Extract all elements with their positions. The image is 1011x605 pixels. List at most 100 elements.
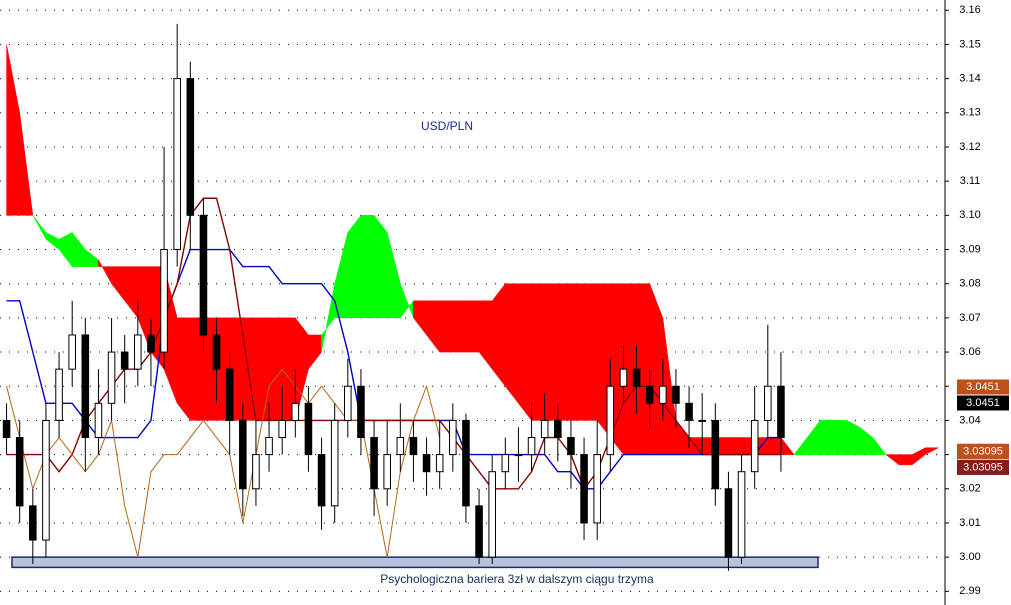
candle-body	[750, 419, 759, 473]
candle-body	[501, 454, 510, 473]
candle-body	[199, 214, 208, 336]
y-tick-label: 3.12	[959, 141, 980, 153]
cloud-segment	[491, 282, 506, 387]
price-label-box	[957, 443, 1009, 459]
price-label: 3.0451	[966, 381, 1000, 393]
candle-body	[68, 334, 76, 370]
y-tick-label: 3.10	[959, 209, 980, 221]
candle-body	[29, 505, 37, 541]
candle-body	[422, 454, 431, 473]
cloud-segment	[557, 283, 572, 421]
candle-body	[225, 368, 234, 421]
y-axis: 2.993.003.013.023.033.043.053.063.073.08…	[945, 4, 1009, 597]
cloud-segment	[176, 317, 191, 422]
candle-body	[344, 385, 352, 421]
cloud-segment	[255, 317, 270, 421]
candle-body	[540, 419, 549, 439]
cloud-segment	[544, 283, 559, 421]
cloud-segment	[820, 420, 834, 455]
y-tick-label: 3.11	[960, 175, 981, 187]
candle-body	[186, 78, 195, 216]
candle-body	[435, 454, 444, 473]
cloud-segment	[531, 283, 545, 421]
chart-title: USD/PLN	[421, 119, 473, 133]
candle-body	[659, 385, 667, 404]
price-label: 3.0451	[966, 397, 1000, 409]
candle-body	[42, 419, 50, 541]
price-label-box	[957, 379, 1009, 395]
y-tick-label: 3.15	[959, 38, 980, 50]
price-label: 3.03095	[963, 445, 1003, 457]
candle-body	[278, 419, 286, 439]
cloud-segment	[767, 437, 782, 455]
y-tick-label: 3.09	[959, 243, 980, 255]
candle-body	[147, 334, 155, 353]
price-label: 3.03095	[963, 461, 1003, 473]
candle-body	[737, 471, 746, 558]
candle-body	[55, 368, 63, 421]
candle-body	[567, 437, 575, 456]
y-tick-label: 3.06	[959, 346, 980, 358]
candle-body	[15, 437, 24, 507]
cloud-segment	[728, 437, 742, 455]
cloud-segment	[19, 112, 34, 216]
candle-body	[554, 419, 562, 439]
candle-body	[291, 402, 300, 421]
candle-body	[632, 368, 641, 387]
candle-body	[475, 505, 483, 558]
candle-body	[160, 249, 168, 353]
candle-body	[580, 454, 588, 524]
candle-body	[212, 334, 221, 370]
candle-body	[724, 488, 733, 558]
cloud-segment	[833, 420, 847, 455]
candle-body	[672, 385, 680, 404]
cloud-segment	[505, 283, 519, 405]
candle-body	[252, 454, 260, 490]
candle-body	[514, 454, 523, 457]
cloud-segment	[872, 436, 887, 455]
y-tick-label: 3.00	[959, 551, 980, 563]
candle-body	[527, 437, 536, 456]
candle-body	[396, 437, 405, 456]
candle-body	[593, 454, 601, 524]
cloud-segment	[518, 283, 532, 422]
candle-body	[317, 454, 326, 507]
cloud-segment	[452, 300, 467, 353]
indicator-line	[6, 368, 441, 558]
candle-body	[711, 419, 720, 490]
y-tick-label: 3.02	[959, 483, 980, 495]
candle-body	[370, 437, 378, 490]
cloud-segment	[268, 317, 283, 421]
candle-body	[685, 402, 693, 421]
cloud-segment	[570, 283, 585, 421]
y-tick-label: 2.99	[959, 585, 980, 597]
candle-body	[488, 471, 496, 558]
cloud-segment	[373, 214, 388, 319]
cloud-segment	[925, 447, 939, 456]
cloud-segment	[439, 300, 454, 353]
candle-body	[107, 351, 116, 404]
candle-body	[383, 454, 391, 490]
candle-body	[2, 419, 11, 439]
candle-body	[81, 334, 90, 439]
y-tick-label: 3.01	[959, 517, 980, 529]
price-label-box	[957, 459, 1009, 475]
support-zone	[11, 556, 819, 569]
candle-body	[409, 437, 418, 456]
candle-body	[462, 419, 470, 507]
candle-body	[134, 334, 142, 370]
y-tick-label: 3.13	[959, 107, 980, 119]
support-zone-group	[11, 556, 819, 569]
cloud-segment	[583, 283, 598, 421]
price-label-box	[957, 395, 1009, 411]
candle-body	[764, 385, 772, 421]
candle-body	[449, 419, 457, 456]
candle-body	[619, 368, 628, 387]
candle-body	[330, 419, 339, 507]
cloud-segment	[360, 215, 375, 319]
cloud-segment	[465, 300, 480, 353]
candle-body	[94, 402, 103, 439]
candle-body	[173, 78, 181, 251]
candle-body	[304, 402, 313, 456]
